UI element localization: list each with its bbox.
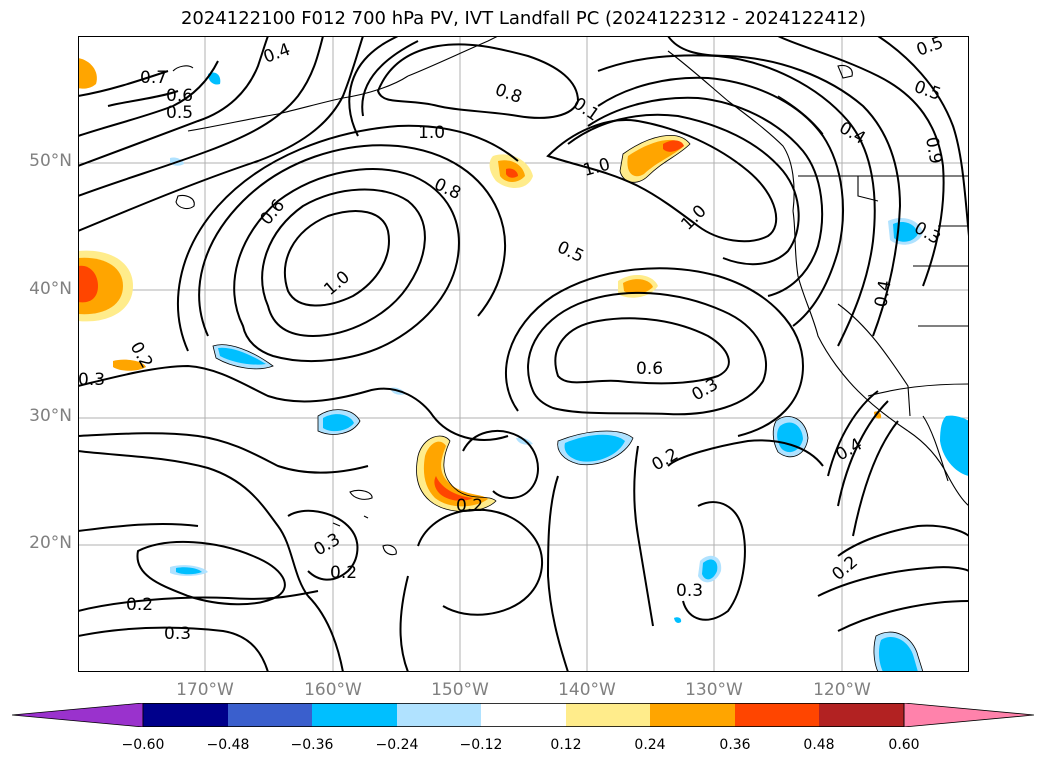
colorbar-tick: 0.24 — [634, 737, 666, 753]
lon-label-170w: 170°W — [176, 680, 234, 700]
colorbar-tick: −0.48 — [206, 737, 250, 753]
contour-label: 0.3 — [676, 581, 703, 601]
colorbar-bin — [566, 703, 650, 727]
contour-label: 0.2 — [330, 563, 357, 583]
colorbar-bin — [735, 703, 819, 727]
colorbar-tick: 0.36 — [719, 737, 751, 753]
contour-label: 0.3 — [164, 624, 191, 644]
contour-label: 0.6 — [636, 359, 663, 379]
pv-filled-patches — [78, 58, 969, 672]
colorbar-tick: −0.24 — [375, 737, 419, 753]
colorbar-bin — [143, 703, 228, 727]
islands — [175, 64, 853, 556]
contour-label: 0.9 — [921, 135, 945, 165]
lon-label-130w: 130°W — [685, 680, 743, 700]
colorbar-extend-low — [12, 703, 144, 727]
patch-orange-small — [113, 359, 146, 371]
colorbar-tick: 0.60 — [888, 737, 920, 753]
colorbar-bin — [397, 703, 481, 727]
lon-label-140w: 140°W — [558, 680, 616, 700]
colorbar-bin — [228, 703, 312, 727]
contour-label: 0.3 — [78, 370, 105, 390]
colorbar — [12, 703, 1034, 727]
colorbar-tick: −0.60 — [121, 737, 165, 753]
lon-label-150w: 150°W — [431, 680, 489, 700]
zero-contours — [212, 135, 924, 672]
contour-label: 0.5 — [166, 103, 193, 123]
patch-orange-nw — [78, 58, 97, 89]
map-panel: 0.7 0.6 0.5 0.4 0.8 0.1 1.0 0.5 0.4 0.9 … — [78, 36, 969, 672]
lat-label-40n: 40°N — [29, 279, 72, 299]
colorbar-extend-high — [903, 703, 1034, 727]
patch-blue-118 — [940, 415, 969, 476]
contour-label: 0.4 — [871, 279, 895, 309]
colorbar-bin — [819, 703, 904, 727]
colorbar-tick: −0.12 — [459, 737, 503, 753]
lat-label-20n: 20°N — [29, 533, 72, 553]
contour-label: 0.2 — [456, 496, 483, 516]
colorbar-bin — [481, 703, 566, 727]
colorbar-bin — [650, 703, 735, 727]
colorbar-tick: 0.48 — [803, 737, 835, 753]
colorbar-bin — [312, 703, 397, 727]
contour-label: 0.6 — [166, 86, 193, 106]
colorbar-tick: 0.12 — [550, 737, 582, 753]
contour-label: 0.2 — [126, 595, 153, 615]
contour-label: 0.7 — [140, 68, 167, 88]
contour-label: 1.0 — [418, 123, 445, 143]
lat-label-30n: 30°N — [29, 406, 72, 426]
pv-contours — [78, 36, 969, 672]
lon-label-120w: 120°W — [813, 680, 871, 700]
contour-labels: 0.7 0.6 0.5 0.4 0.8 0.1 1.0 0.5 0.4 0.9 … — [78, 36, 946, 644]
gridlines — [78, 36, 969, 672]
map-title: 2024122100 F012 700 hPa PV, IVT Landfall… — [180, 8, 867, 29]
lon-label-160w: 160°W — [304, 680, 362, 700]
colorbar-tick: −0.36 — [290, 737, 334, 753]
lat-label-50n: 50°N — [29, 151, 72, 171]
